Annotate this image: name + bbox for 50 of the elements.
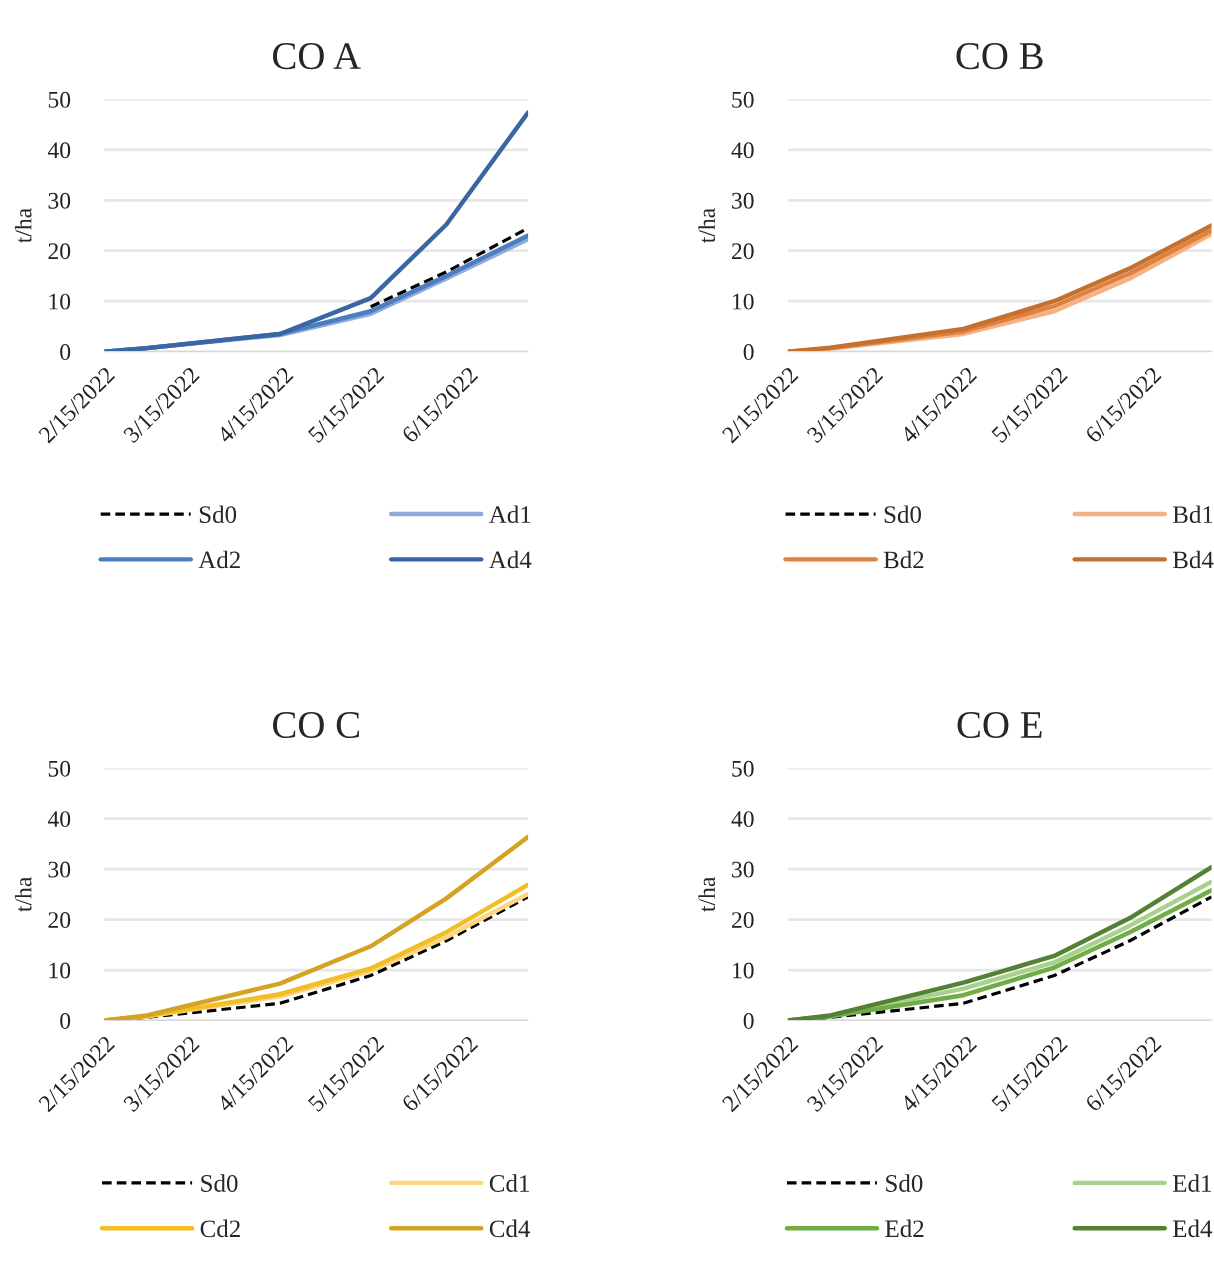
y-tick-label: 0 (60, 1012, 71, 1029)
y-tick-label: 0 (60, 344, 71, 361)
y-tick-label: 40 (731, 142, 754, 159)
line-series (104, 110, 529, 352)
y-tick-label: 20 (48, 243, 71, 260)
legend-label: Ed1 (1172, 1174, 1211, 1192)
legend-label: Sd0 (199, 505, 237, 524)
y-tick-label: 50 (48, 91, 71, 108)
y-tick-label: 30 (732, 861, 754, 878)
chart-title: CO E (957, 711, 1042, 739)
y-axis-title: t/ha (698, 876, 716, 912)
y-tick-label: 40 (731, 811, 754, 828)
y-tick-label: 0 (743, 1012, 754, 1029)
y-axis-title: t/ha (14, 876, 32, 912)
y-tick-label: 10 (733, 962, 754, 979)
y-tick-label: 20 (731, 912, 754, 928)
legend-label: Ed2 (885, 1219, 924, 1238)
legend-label: Ad2 (198, 550, 240, 569)
y-tick-label: 50 (48, 760, 71, 777)
y-axis-title: t/ha (698, 208, 716, 243)
y-tick-label: 20 (731, 243, 754, 260)
legend-label: Bd2 (883, 550, 924, 569)
legend-label: Sd0 (201, 1174, 238, 1192)
legend-label: Sd0 (884, 505, 921, 524)
legend-label: Ad1 (488, 505, 531, 524)
legend-label: Sd0 (886, 1174, 923, 1192)
y-tick-label: 30 (48, 861, 71, 878)
legend-label: Cd2 (200, 1219, 240, 1238)
y-tick-label: 30 (48, 192, 71, 209)
legend-label: Bd4 (1172, 550, 1214, 569)
legend-label: Ad4 (488, 550, 532, 569)
y-tick-label: 10 (733, 293, 754, 310)
legend-label: Cd4 (489, 1219, 531, 1238)
chart-title: CO A (273, 43, 361, 70)
y-tick-label: 40 (47, 811, 71, 828)
y-axis-title: t/ha (14, 208, 32, 243)
y-tick-label: 0 (743, 344, 754, 361)
line-series (104, 834, 529, 1021)
chart-title: CO C (273, 711, 359, 739)
y-tick-label: 50 (732, 760, 754, 777)
y-tick-label: 40 (47, 142, 71, 159)
chart-title: CO B (956, 43, 1043, 70)
y-tick-label: 30 (732, 192, 754, 209)
y-tick-label: 10 (49, 293, 71, 310)
y-tick-label: 20 (48, 912, 71, 928)
legend-label: Bd1 (1172, 505, 1213, 524)
y-tick-label: 50 (732, 91, 754, 108)
legend-label: Ed4 (1172, 1219, 1213, 1238)
legend-label: Cd1 (489, 1174, 529, 1192)
y-tick-label: 10 (49, 962, 71, 979)
